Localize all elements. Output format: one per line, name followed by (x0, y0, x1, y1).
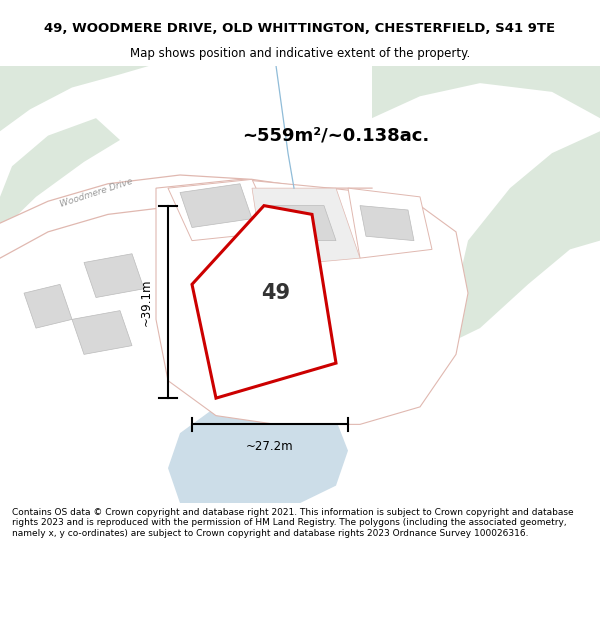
Text: ~559m²/~0.138ac.: ~559m²/~0.138ac. (242, 127, 430, 144)
Polygon shape (360, 206, 414, 241)
Text: 49: 49 (262, 283, 290, 303)
Polygon shape (444, 131, 600, 346)
Polygon shape (0, 175, 372, 258)
Polygon shape (0, 118, 120, 232)
Polygon shape (180, 184, 252, 228)
Polygon shape (168, 398, 348, 503)
Text: Map shows position and indicative extent of the property.: Map shows position and indicative extent… (130, 48, 470, 61)
Polygon shape (168, 179, 276, 241)
Text: Contains OS data © Crown copyright and database right 2021. This information is : Contains OS data © Crown copyright and d… (12, 508, 574, 538)
Polygon shape (72, 311, 132, 354)
Polygon shape (192, 206, 336, 398)
Text: 49, WOODMERE DRIVE, OLD WHITTINGTON, CHESTERFIELD, S41 9TE: 49, WOODMERE DRIVE, OLD WHITTINGTON, CHE… (44, 22, 556, 35)
Text: ~27.2m: ~27.2m (246, 440, 294, 452)
Polygon shape (0, 66, 150, 131)
Polygon shape (156, 179, 468, 424)
Polygon shape (84, 254, 144, 298)
Polygon shape (372, 66, 600, 118)
Polygon shape (264, 206, 336, 241)
Text: ~39.1m: ~39.1m (140, 278, 153, 326)
Polygon shape (252, 188, 360, 267)
Polygon shape (348, 188, 432, 258)
Text: Woodmere Drive: Woodmere Drive (58, 176, 134, 209)
Polygon shape (24, 284, 72, 328)
